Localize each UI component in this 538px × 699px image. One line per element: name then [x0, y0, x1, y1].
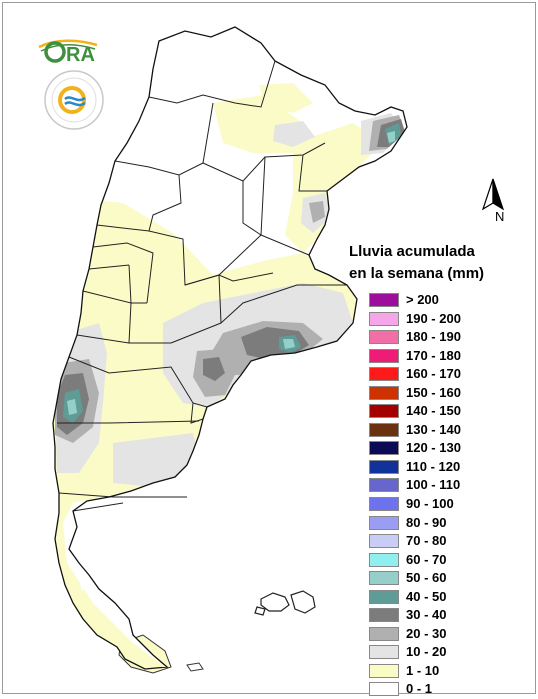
- legend-item: 110 - 120: [369, 458, 529, 477]
- legend-item: 100 - 110: [369, 476, 529, 495]
- legend-swatch: [369, 385, 399, 400]
- legend-label: 0 - 1: [406, 681, 433, 697]
- north-label: N: [495, 209, 504, 224]
- legend-label: 90 - 100: [406, 496, 454, 512]
- legend-label: 190 - 200: [406, 310, 461, 326]
- legend-label: 160 - 170: [406, 366, 461, 382]
- legend-swatch: [369, 515, 399, 530]
- legend-swatch: [369, 589, 399, 604]
- legend-item: 60 - 70: [369, 551, 529, 570]
- legend-label: 10 - 20: [406, 644, 447, 660]
- smn-logo: [44, 70, 104, 130]
- legend-label: 140 - 150: [406, 403, 461, 419]
- legend-swatch: [369, 459, 399, 474]
- north-arrow-icon: N: [481, 178, 504, 224]
- legend-item: 10 - 20: [369, 643, 529, 662]
- legend-item: 30 - 40: [369, 606, 529, 625]
- legend-title: Lluvia acumulada en la semana (mm): [349, 241, 484, 285]
- legend-item: 80 - 90: [369, 514, 529, 533]
- precipitation-legend: > 200 190 - 200 180 - 190 170 - 180 160 - 17…: [369, 291, 529, 699]
- legend-swatch: [369, 293, 399, 307]
- legend-item: 170 - 180: [369, 347, 529, 366]
- legend-item: 120 - 130: [369, 439, 529, 458]
- legend-item: 140 - 150: [369, 402, 529, 421]
- legend-item: 0 - 1: [369, 680, 529, 699]
- legend-label: 120 - 130: [406, 440, 461, 456]
- legend-swatch: [369, 478, 399, 493]
- legend-swatch: [369, 422, 399, 437]
- legend-swatch: [369, 441, 399, 456]
- malvinas-islands: [254, 590, 316, 616]
- legend-swatch: [369, 626, 399, 641]
- legend-swatch: [369, 645, 399, 660]
- legend-item: 20 - 30: [369, 625, 529, 644]
- legend-item: 50 - 60: [369, 569, 529, 588]
- svg-text:RA: RA: [66, 44, 95, 65]
- legend-item: 40 - 50: [369, 588, 529, 607]
- legend-item: 1 - 10: [369, 662, 529, 681]
- legend-swatch: [369, 682, 399, 697]
- legend-label: 80 - 90: [406, 514, 447, 530]
- legend-label: 40 - 50: [406, 588, 447, 604]
- legend-swatch: [369, 404, 399, 419]
- legend-item: 160 - 170: [369, 365, 529, 384]
- legend-label: 60 - 70: [406, 551, 447, 567]
- legend-title-line2: en la semana (mm): [349, 265, 485, 282]
- legend-swatch: [369, 552, 399, 567]
- legend-item: 190 - 200: [369, 310, 529, 329]
- legend-label: 170 - 180: [406, 347, 461, 363]
- legend-title-line1: Lluvia acumulada: [349, 243, 475, 260]
- legend-label: > 200: [406, 292, 439, 307]
- legend-label: 30 - 40: [406, 607, 447, 623]
- legend-label: 110 - 120: [406, 458, 461, 474]
- legend-item: 150 - 160: [369, 384, 529, 403]
- legend-item: > 200: [369, 291, 529, 310]
- legend-swatch: [369, 534, 399, 549]
- legend-swatch: [369, 571, 399, 586]
- legend-label: 130 - 140: [406, 421, 461, 437]
- legend-swatch: [369, 497, 399, 512]
- legend-label: 100 - 110: [406, 477, 461, 493]
- legend-item: 180 - 190: [369, 328, 529, 347]
- argentina-precipitation-map: [52, 26, 408, 674]
- legend-swatch: [369, 608, 399, 623]
- legend-item: 90 - 100: [369, 495, 529, 514]
- legend-label: 70 - 80: [406, 533, 447, 549]
- legend-label: 1 - 10: [406, 662, 440, 678]
- legend-label: 20 - 30: [406, 625, 447, 641]
- legend-item: 130 - 140: [369, 421, 529, 440]
- province-borders: [57, 60, 347, 512]
- legend-label: 180 - 190: [406, 329, 461, 345]
- ora-logo: RA: [38, 39, 98, 65]
- legend-label: 50 - 60: [406, 570, 447, 586]
- legend-swatch: [369, 330, 399, 345]
- legend-swatch: [369, 311, 399, 326]
- legend-label: 150 - 160: [406, 384, 461, 400]
- legend-swatch: [369, 367, 399, 382]
- legend-item: 70 - 80: [369, 532, 529, 551]
- legend-swatch: [369, 348, 399, 363]
- legend-swatch: [369, 663, 399, 678]
